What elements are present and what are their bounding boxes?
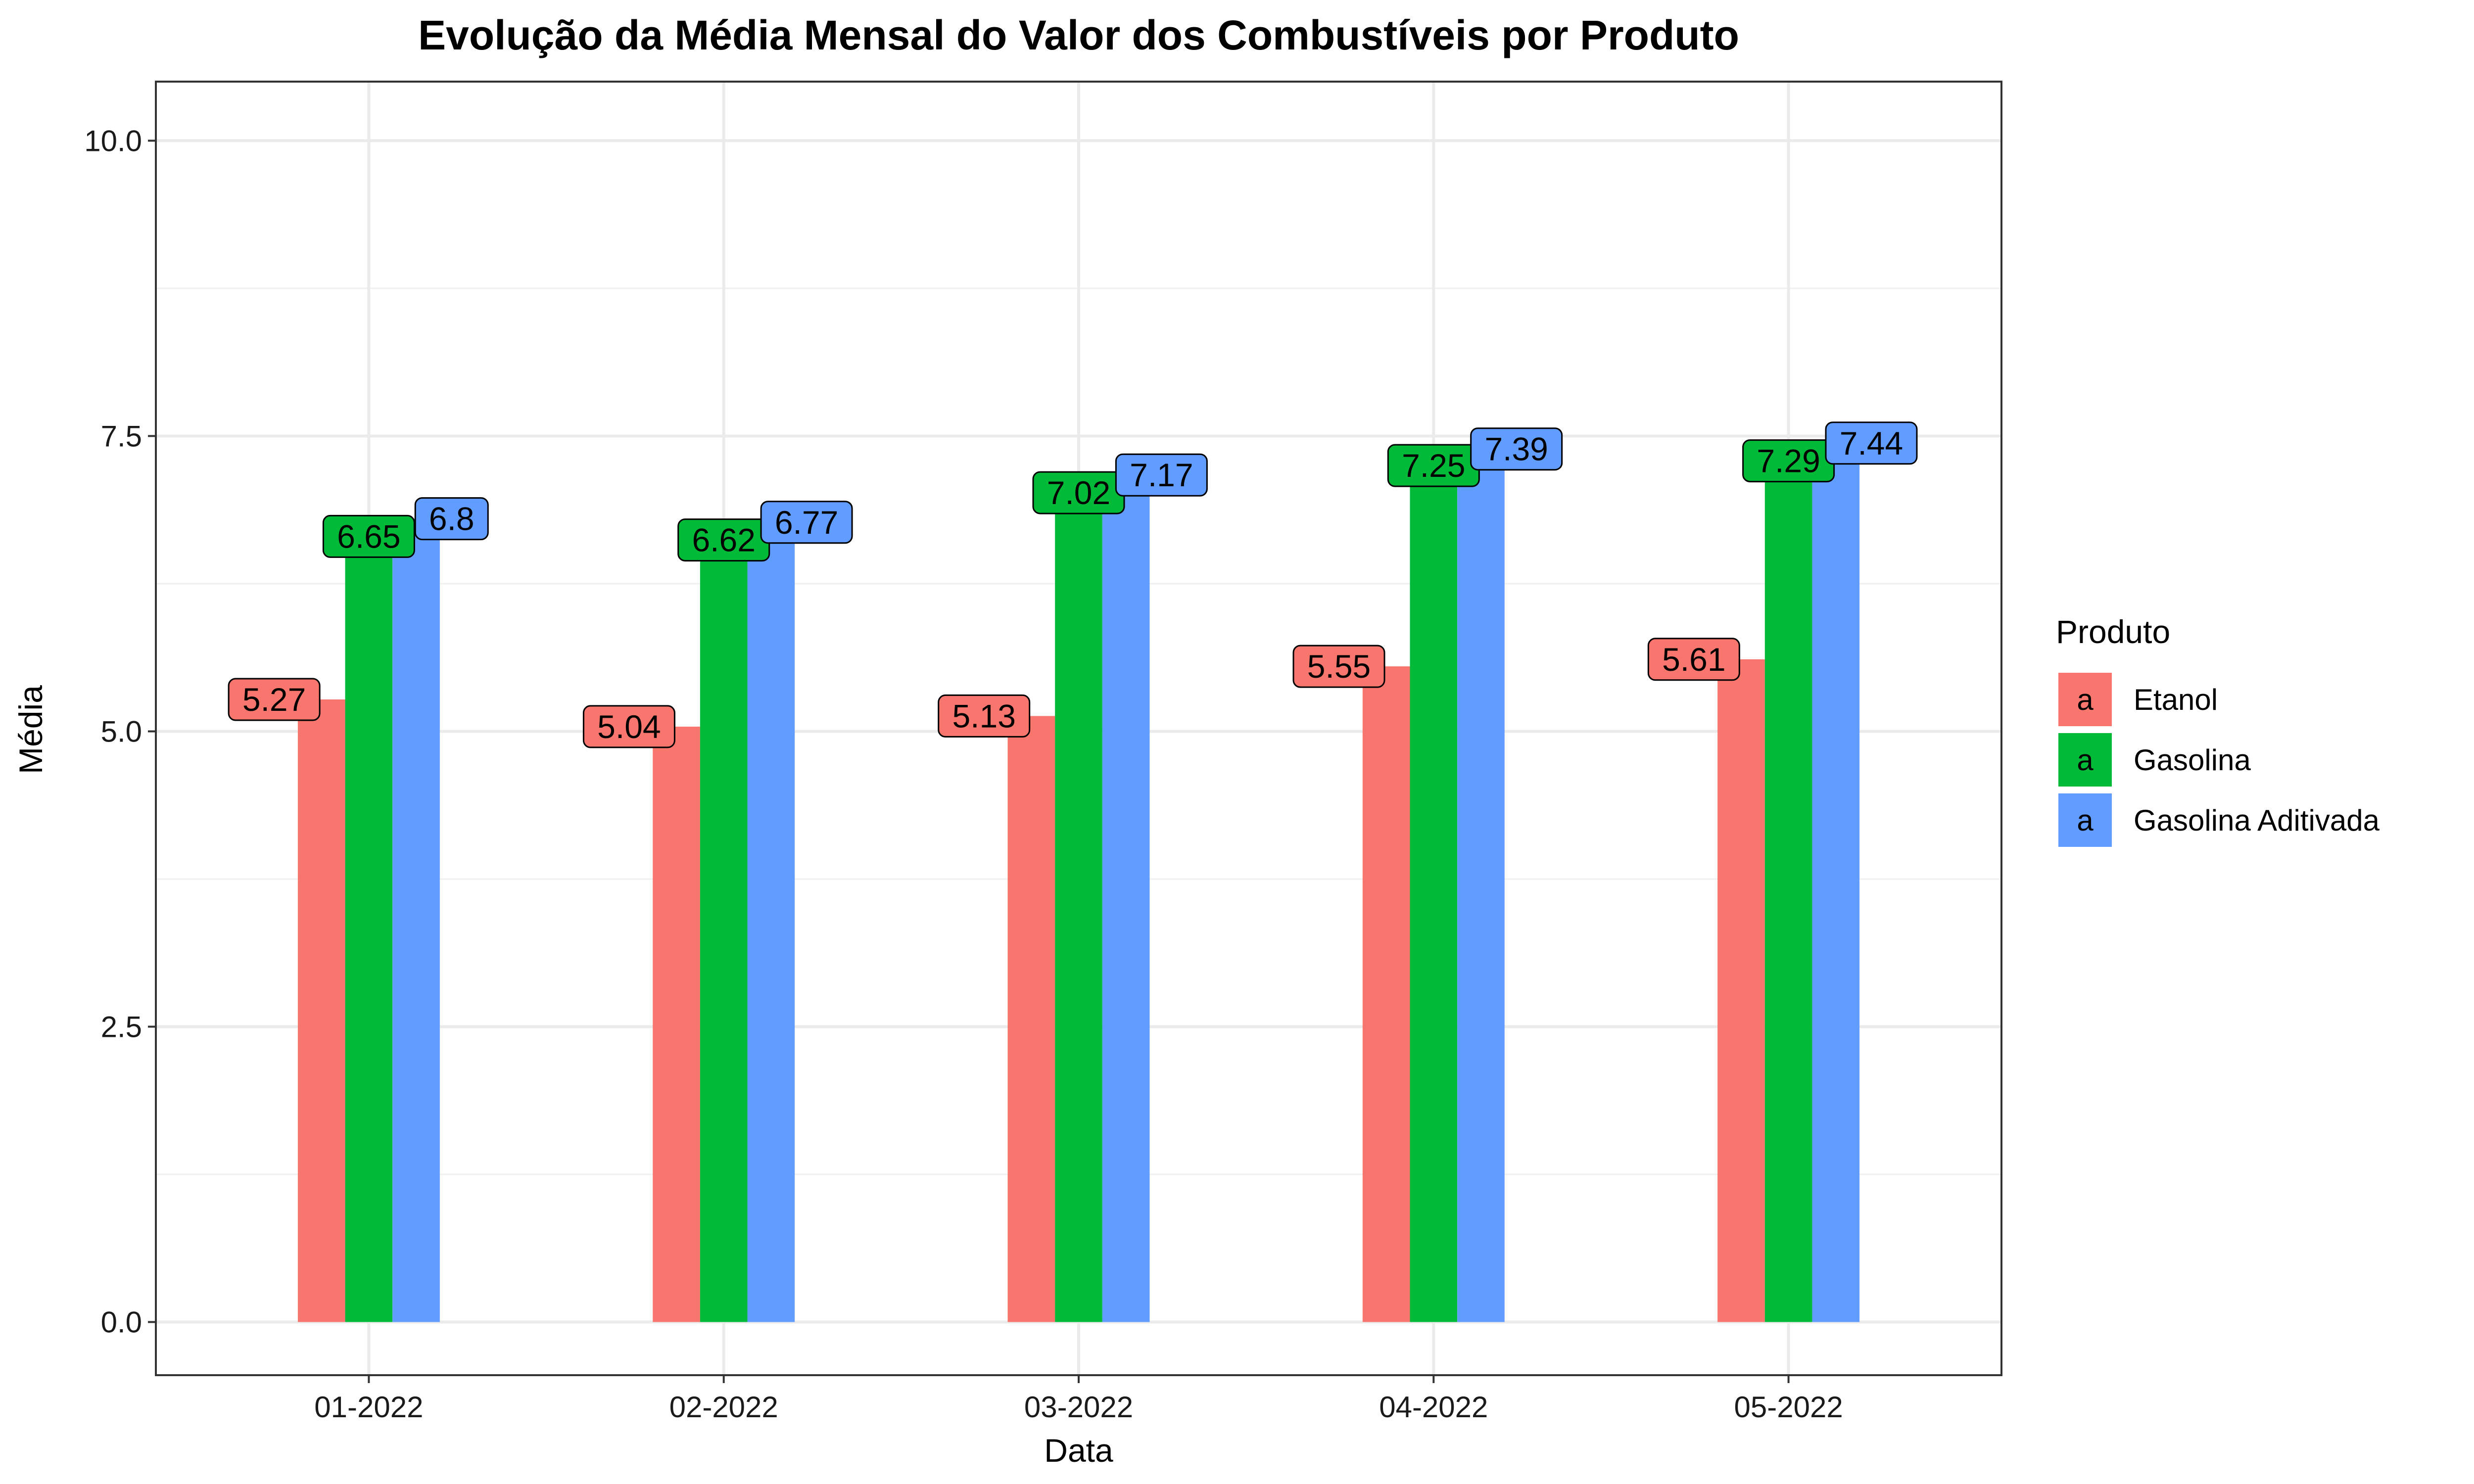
data-label: 6.77 <box>775 504 838 541</box>
legend-key <box>2058 673 2112 726</box>
bar-gasolina <box>1055 493 1102 1322</box>
data-label: 5.27 <box>242 681 306 718</box>
data-label-box <box>1825 421 1918 465</box>
data-label: 6.65 <box>337 518 400 555</box>
bar-etanol <box>297 699 345 1322</box>
data-label: 5.61 <box>1662 641 1725 678</box>
data-label: 5.04 <box>597 708 661 745</box>
x-tick-label: 05-2022 <box>1734 1391 1843 1424</box>
legend-key-glyph: a <box>2077 743 2093 777</box>
data-labels-layer: 5.27 5.04 5.13 5.55 5.61 6.65 6.62 7.02 7.25 7.29… <box>228 421 1918 748</box>
y-tick-label: 5.0 <box>101 715 142 748</box>
data-label: 5.55 <box>1307 648 1371 685</box>
bar-gasolina <box>1764 461 1812 1322</box>
y-tick-label: 0.0 <box>101 1306 142 1339</box>
bar-etanol <box>653 726 700 1322</box>
data-label-box <box>582 705 675 748</box>
legend-key <box>2058 733 2112 787</box>
legend-label: Etanol <box>2134 683 2218 716</box>
legend: Produto a Etanol a Gasolina a Gasolina Aditiv… <box>2056 613 2380 847</box>
data-label-box <box>1292 645 1385 688</box>
legend-label: Gasolina Aditivada <box>2134 804 2380 837</box>
legend-key-glyph: a <box>2077 804 2093 837</box>
chart-title: Evolução da Média Mensal do Valor dos Co… <box>418 12 1739 58</box>
x-axis: 01-2022 02-2022 03-2022 04-2022 05-2022 <box>314 1375 1843 1424</box>
x-axis-title: Data <box>1044 1432 1113 1469</box>
legend-key <box>2058 793 2112 847</box>
bar-etanol <box>1362 666 1410 1322</box>
data-label: 7.02 <box>1047 474 1110 511</box>
data-label: 6.8 <box>429 501 475 537</box>
data-label: 7.29 <box>1757 443 1820 479</box>
bar-gasolina-aditivada <box>1457 449 1505 1322</box>
bar-gasolina-aditivada <box>747 522 795 1322</box>
x-tick-label: 02-2022 <box>669 1391 778 1424</box>
legend-label: Gasolina <box>2134 743 2251 777</box>
data-label-box <box>1115 453 1208 497</box>
y-tick-label: 2.5 <box>101 1011 142 1044</box>
data-label-box <box>938 694 1031 738</box>
bar-gasolina <box>700 540 748 1322</box>
bar-gasolina-aditivada <box>1812 443 1860 1322</box>
y-tick-label: 7.5 <box>101 419 142 453</box>
bar-gasolina <box>345 536 393 1322</box>
x-tick-label: 01-2022 <box>314 1391 423 1424</box>
data-label: 6.62 <box>692 522 755 558</box>
y-axis-title: Média <box>12 685 49 774</box>
bar-etanol <box>1717 659 1765 1322</box>
y-axis: 0.0 2.5 5.0 7.5 10.0 <box>84 124 156 1339</box>
bar-gasolina <box>1410 465 1458 1322</box>
bar-gasolina-aditivada <box>1102 475 1150 1322</box>
x-tick-label: 04-2022 <box>1379 1391 1488 1424</box>
legend-key-glyph: a <box>2077 683 2093 716</box>
data-label: 7.39 <box>1484 431 1548 467</box>
data-label-box <box>414 497 489 541</box>
data-label-box <box>228 678 321 721</box>
data-label-box <box>1470 427 1563 471</box>
bars-layer <box>297 443 1860 1322</box>
data-label: 5.13 <box>952 697 1015 734</box>
data-label: 7.44 <box>1840 425 1903 462</box>
y-tick-label: 10.0 <box>84 124 142 157</box>
data-label: 7.17 <box>1130 457 1193 493</box>
x-tick-label: 03-2022 <box>1024 1391 1133 1424</box>
plot-panel: 5.27 5.04 5.13 5.55 5.61 6.65 6.62 7.02 7.25 7.29… <box>155 81 2002 1376</box>
data-label: 7.25 <box>1402 447 1465 484</box>
bar-etanol <box>1007 716 1055 1322</box>
bar-gasolina-aditivada <box>392 518 440 1322</box>
data-label-box <box>1647 638 1740 681</box>
legend-title: Produto <box>2056 613 2170 650</box>
data-label-box <box>760 501 853 544</box>
data-label-box <box>322 514 415 558</box>
